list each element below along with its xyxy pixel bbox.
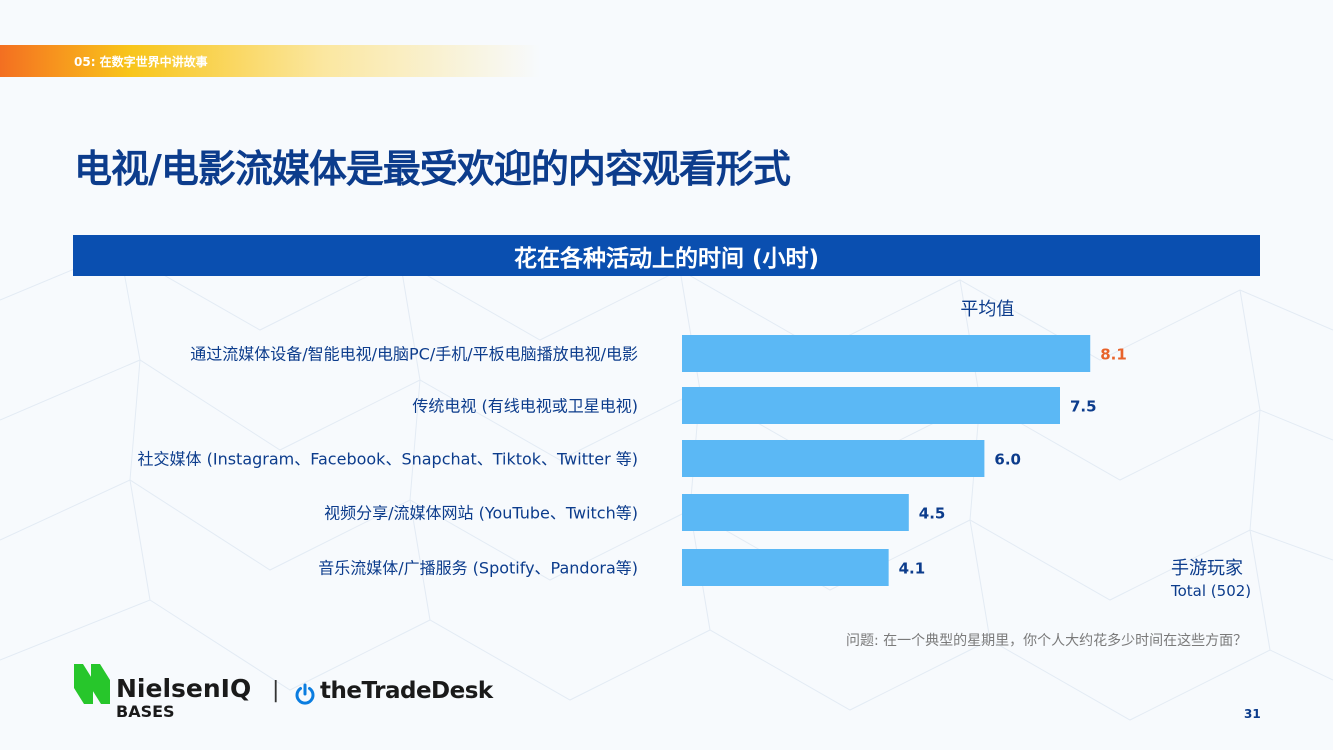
category-label: 传统电视 (有线电视或卫星电视): [412, 397, 638, 416]
nielseniq-logo-text: NielsenIQ: [116, 674, 252, 703]
bar: [682, 494, 909, 531]
respondent-group-label: 手游玩家: [1171, 558, 1243, 579]
logo-separator: |: [272, 678, 280, 703]
category-label: 音乐流媒体/广播服务 (Spotify、Pandora等): [318, 559, 638, 578]
bar: [682, 335, 1091, 372]
section-banner: [0, 45, 540, 77]
bases-logo-text: BASES: [116, 702, 175, 721]
page-title: 电视/电影流媒体是最受欢迎的内容观看形式: [74, 147, 791, 191]
category-label: 视频分享/流媒体网站 (YouTube、Twitch等): [324, 504, 638, 523]
category-label: 社交媒体 (Instagram、Facebook、Snapchat、Tiktok…: [138, 450, 638, 469]
category-label: 通过流媒体设备/智能电视/电脑PC/手机/平板电脑播放电视/电影: [190, 345, 638, 364]
thetradedesk-power-icon: [295, 683, 315, 705]
page-number: 31: [1244, 707, 1261, 721]
bar: [682, 440, 985, 477]
sample-base-label: Total (502): [1170, 582, 1251, 600]
value-label: 6.0: [994, 451, 1021, 469]
value-label: 7.5: [1070, 398, 1097, 416]
value-label: 4.1: [899, 560, 926, 578]
survey-question-footnote: 问题: 在一个典型的星期里，你个人大约花多少时间在这些方面？: [846, 633, 1248, 649]
logo-row: NielsenIQ BASES | theTradeDesk: [74, 664, 494, 724]
value-label: 4.5: [919, 505, 946, 523]
section-label: 05: 在数字世界中讲故事: [74, 55, 208, 69]
chart-title: 花在各种活动上的时间 (小时): [513, 245, 820, 272]
nielseniq-mark-icon: [74, 664, 110, 704]
bar: [682, 549, 889, 586]
value-label: 8.1: [1100, 346, 1127, 364]
average-label: 平均值: [960, 299, 1014, 320]
chart-title-bar: 花在各种活动上的时间 (小时): [73, 235, 1260, 276]
bar: [682, 387, 1060, 424]
thetradedesk-logo-text: theTradeDesk: [320, 678, 493, 704]
